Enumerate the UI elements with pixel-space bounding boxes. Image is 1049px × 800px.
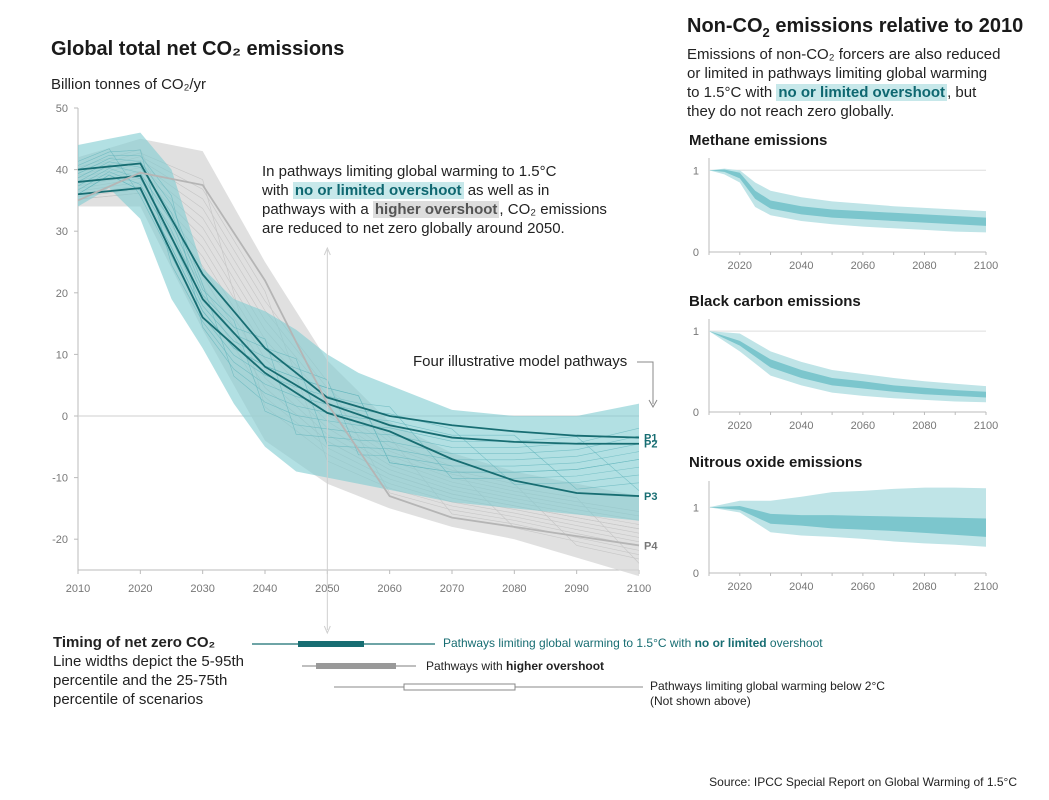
no-overshoot-highlight: no or limited overshoot xyxy=(292,182,464,199)
methane-y-tick-label: 1 xyxy=(693,165,699,177)
scenario-line-teal xyxy=(77,149,640,485)
pathway-line-p3 xyxy=(77,187,640,497)
black-carbon-y-tick-label: 1 xyxy=(693,326,699,338)
main-chart-unit: Billion tonnes of CO₂/yr xyxy=(51,76,207,93)
timing-row-3-label: Pathways limiting global warming below 2… xyxy=(650,679,885,708)
timing-title: Timing of net zero CO₂ xyxy=(53,634,216,651)
annotation-line-2: with no or limited overshoot as well as … xyxy=(262,182,550,199)
timing-desc-2: percentile and the 25-75th xyxy=(53,672,228,689)
timing-bar-3-iqr xyxy=(403,683,516,691)
y-tick-label: 30 xyxy=(56,226,68,238)
methane-x-tick-label: 2100 xyxy=(974,260,998,272)
scenario-line-teal xyxy=(77,158,640,491)
nitrous-oxide-x-tick-label: 2020 xyxy=(728,581,752,593)
pathways-callout-arrow xyxy=(648,399,658,409)
x-tick-label: 2070 xyxy=(440,583,464,595)
y-tick-label: 50 xyxy=(56,103,68,115)
nitrous-oxide-x-tick-label: 2060 xyxy=(851,581,875,593)
scenario-line-teal xyxy=(77,148,640,479)
methane-title: Methane emissions xyxy=(689,132,828,149)
nitrous-oxide-x-tick-label: 2040 xyxy=(789,581,813,593)
black-carbon-x-tick-label: 2020 xyxy=(728,420,752,432)
nitrous-oxide-band-25-75 xyxy=(709,505,986,537)
methane-x-tick-label: 2020 xyxy=(728,260,752,272)
non-co2-description: Emissions of non-CO₂ forcers are also re… xyxy=(687,46,1001,120)
timing-row-2-label: Pathways with higher overshoot xyxy=(426,659,605,673)
y-tick-label: 0 xyxy=(62,411,68,423)
no-overshoot-band xyxy=(78,132,639,521)
x-tick-label: 2030 xyxy=(190,583,214,595)
black-carbon-title: Black carbon emissions xyxy=(689,293,861,310)
main-chart-title: Global total net CO₂ emissions xyxy=(51,38,345,60)
y-tick-label: -10 xyxy=(52,473,68,485)
annotation-line-4: are reduced to net zero globally around … xyxy=(262,220,565,237)
pathway-line-p2 xyxy=(77,174,639,445)
timing-bar-2-iqr xyxy=(316,663,396,669)
annotation-line-1: In pathways limiting global warming to 1… xyxy=(262,163,557,180)
small-charts-svg: 0 1 2020 2040 2060 2080 2100 0 1 2020 2040 2060 2080… xyxy=(693,158,998,593)
pathway-label-p3: P3 xyxy=(644,491,657,503)
timing-desc-3: percentile of scenarios xyxy=(53,691,204,708)
timing-bars-svg xyxy=(252,641,643,691)
y-tick-label: -20 xyxy=(52,534,68,546)
methane-band-25-75 xyxy=(709,169,986,226)
higher-overshoot-highlight: higher overshoot xyxy=(372,201,500,218)
scenario-line-teal xyxy=(77,154,640,490)
source-note: Source: IPCC Special Report on Global Wa… xyxy=(709,775,1017,789)
pathway-label-p2: P2 xyxy=(644,439,657,451)
black-carbon-x-tick-label: 2040 xyxy=(789,420,813,432)
x-tick-label: 2060 xyxy=(377,583,401,595)
pathways-callout-line xyxy=(637,361,654,404)
pathways-label: Four illustrative model pathways xyxy=(413,353,628,370)
black-carbon-x-tick-label: 2060 xyxy=(851,420,875,432)
guide-arrow-up xyxy=(323,246,331,256)
x-tick-label: 2090 xyxy=(564,583,588,595)
nitrous-oxide-y-tick-label: 1 xyxy=(693,502,699,514)
timing-desc-1: Line widths depict the 5-95th xyxy=(53,653,244,670)
black-carbon-x-tick-label: 2080 xyxy=(912,420,936,432)
black-carbon-band-25-75 xyxy=(709,331,986,398)
timing-legend: Timing of net zero CO₂ Line widths depic… xyxy=(53,633,244,709)
x-tick-label: 2010 xyxy=(66,583,90,595)
x-tick-label: 2080 xyxy=(502,583,526,595)
methane-x-tick-label: 2080 xyxy=(912,260,936,272)
nitrous-oxide-x-tick-label: 2080 xyxy=(912,581,936,593)
no-overshoot-highlight-right: no or limited overshoot xyxy=(776,84,948,101)
black-carbon-x-tick-label: 2100 xyxy=(974,420,998,432)
nitrous-oxide-y-tick-label: 0 xyxy=(693,568,699,580)
y-tick-label: 40 xyxy=(56,165,68,177)
pathway-line-p1 xyxy=(77,162,640,439)
y-tick-label: 10 xyxy=(56,349,68,361)
nitrous-oxide-title: Nitrous oxide emissions xyxy=(689,454,863,471)
main-annotation: In pathways limiting global warming to 1… xyxy=(262,162,622,238)
x-tick-label: 2100 xyxy=(627,583,651,595)
methane-x-tick-label: 2040 xyxy=(789,260,813,272)
non-co2-title: Non-CO2 emissions relative to 2010 xyxy=(687,15,1024,40)
annotation-line-3: pathways with a higher overshoot, CO₂ em… xyxy=(262,201,607,218)
nitrous-oxide-x-tick-label: 2100 xyxy=(974,581,998,593)
y-tick-label: 20 xyxy=(56,288,68,300)
x-tick-label: 2040 xyxy=(253,583,277,595)
x-tick-label: 2020 xyxy=(128,583,152,595)
black-carbon-band-5-95 xyxy=(709,331,986,403)
methane-y-tick-label: 0 xyxy=(693,247,699,259)
guide-arrow-down xyxy=(323,625,331,635)
timing-bar-1-iqr xyxy=(298,641,364,647)
pathway-line-p4 xyxy=(77,171,640,547)
pathway-label-p1: P1 xyxy=(644,433,657,445)
timing-row-1-label: Pathways limiting global warming to 1.5°… xyxy=(443,636,823,650)
methane-x-tick-label: 2060 xyxy=(851,260,875,272)
pathway-label-p4: P4 xyxy=(644,540,658,552)
black-carbon-y-tick-label: 0 xyxy=(693,407,699,419)
